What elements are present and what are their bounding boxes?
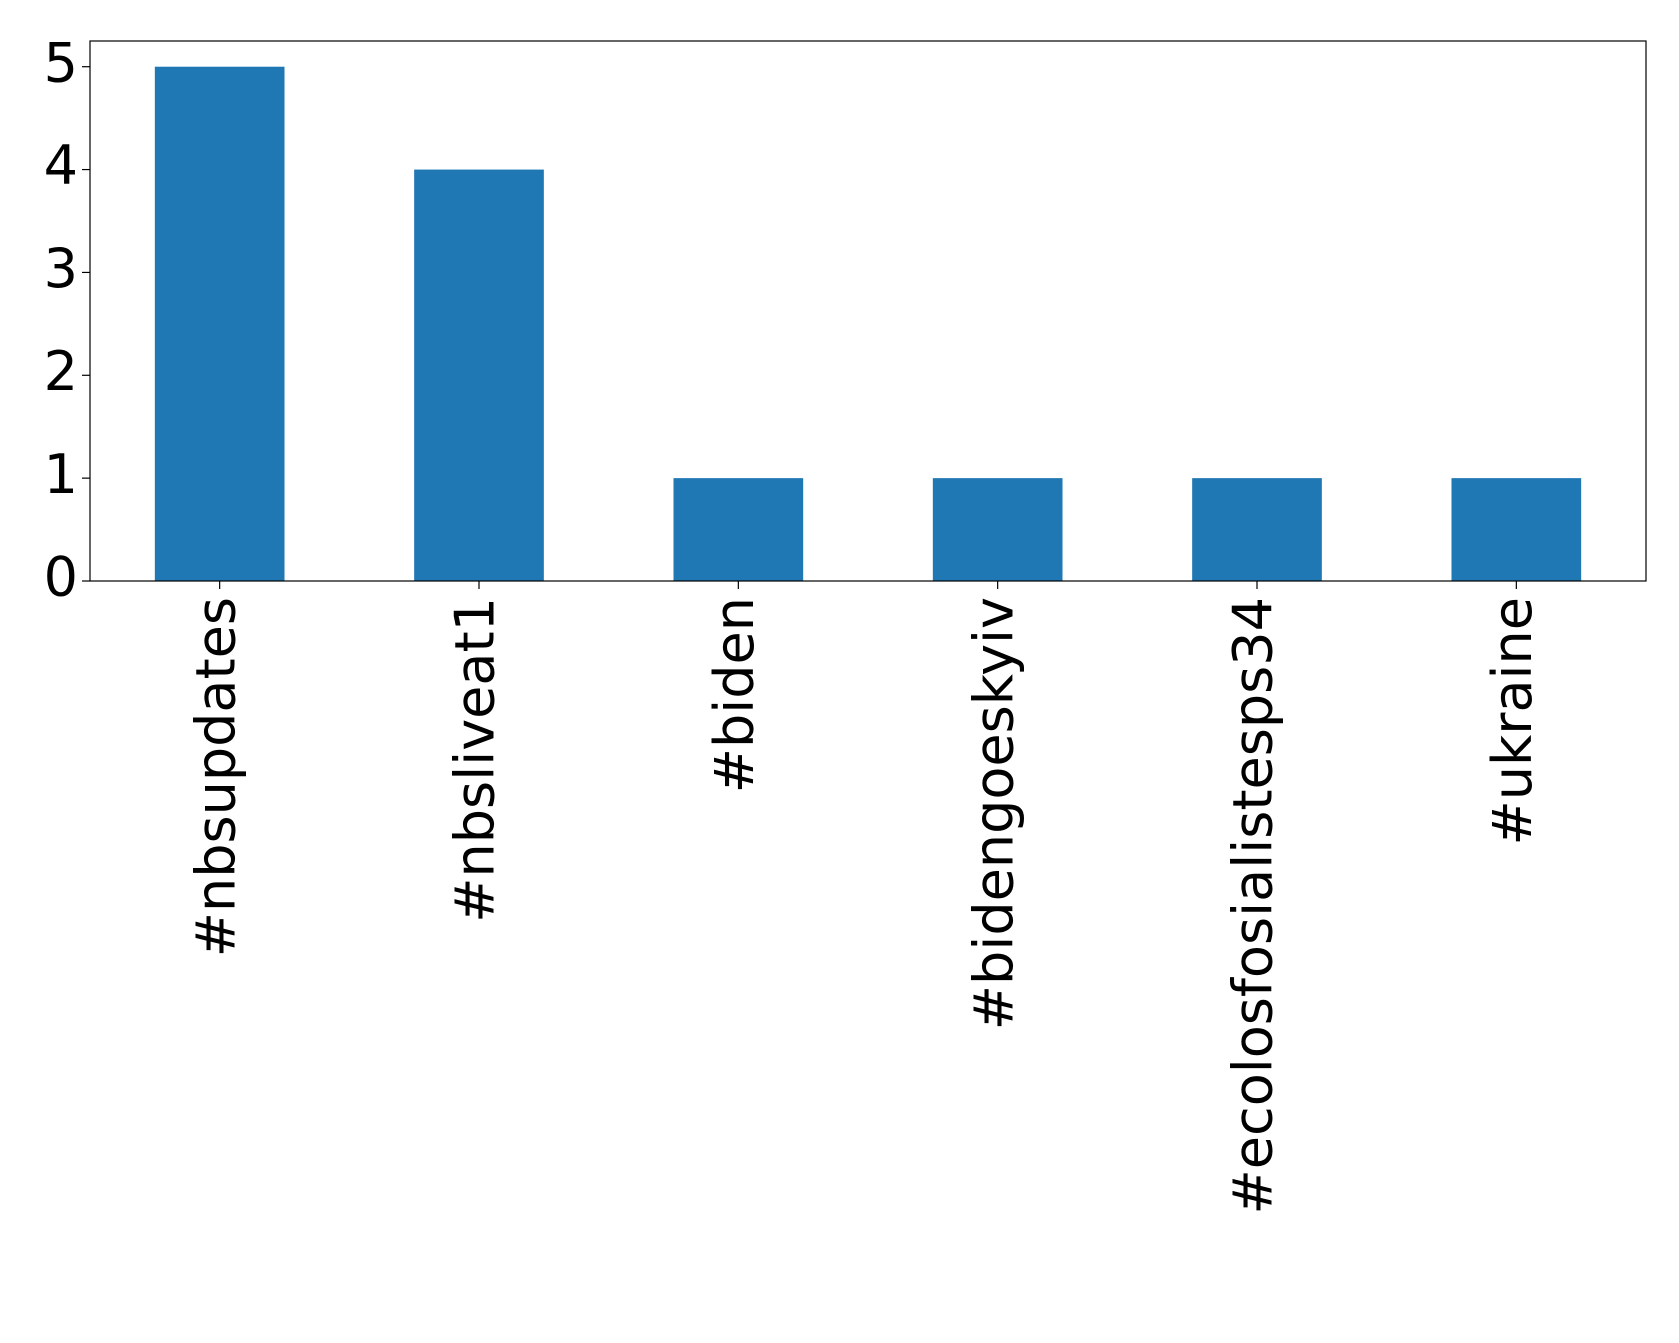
bar (932, 478, 1063, 581)
y-tick-label: 1 (44, 443, 78, 506)
bar (1192, 478, 1322, 581)
x-tick-label: #bidengoeskyiv (962, 597, 1025, 1030)
x-tick-label: #biden (703, 597, 766, 793)
bar (414, 169, 544, 582)
bar (1451, 478, 1582, 581)
plot-frame (89, 40, 1647, 582)
bar (673, 478, 804, 581)
x-tick-label: #ukraine (1481, 597, 1544, 845)
bar (154, 66, 285, 581)
x-tick-label: #nbsliveat1 (444, 597, 507, 923)
x-tick-label: #nbsupdates (184, 597, 247, 957)
y-tick-label: 0 (44, 546, 78, 609)
x-tick-label: #ecolosfosialistesps34 (1222, 597, 1285, 1214)
y-tick-label: 3 (44, 237, 78, 300)
y-tick-label: 5 (44, 31, 78, 94)
y-tick-label: 2 (44, 340, 78, 403)
y-tick-label: 4 (44, 134, 78, 197)
